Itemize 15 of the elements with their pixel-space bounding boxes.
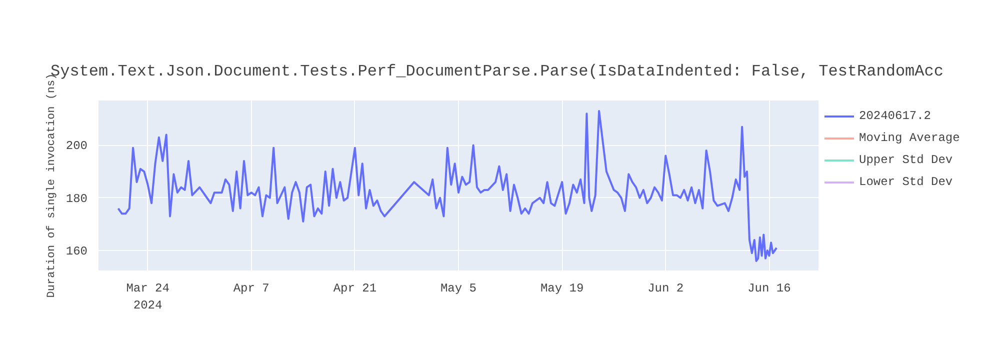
line-series [117, 110, 778, 262]
legend-label: Moving Average [859, 131, 960, 145]
y-tick-label: 180 [66, 192, 88, 206]
x-tick-label: Apr 21 [333, 282, 377, 296]
y-tick-label: 160 [66, 244, 88, 258]
x-tick-label: Mar 24 2024 [126, 282, 170, 312]
y-tick-label: 200 [66, 139, 88, 154]
legend-label: 20240617.2 [859, 109, 932, 123]
legend-label: Upper Std Dev [859, 153, 953, 167]
x-tick-label: May 5 [440, 282, 477, 296]
x-tick-label: Jun 2 [648, 282, 684, 296]
x-tick-label: Jun 16 [748, 282, 791, 296]
x-tick-label: Apr 7 [233, 282, 270, 296]
x-tick-label: May 19 [540, 282, 584, 296]
legend-label: Lower Std Dev [859, 175, 953, 189]
